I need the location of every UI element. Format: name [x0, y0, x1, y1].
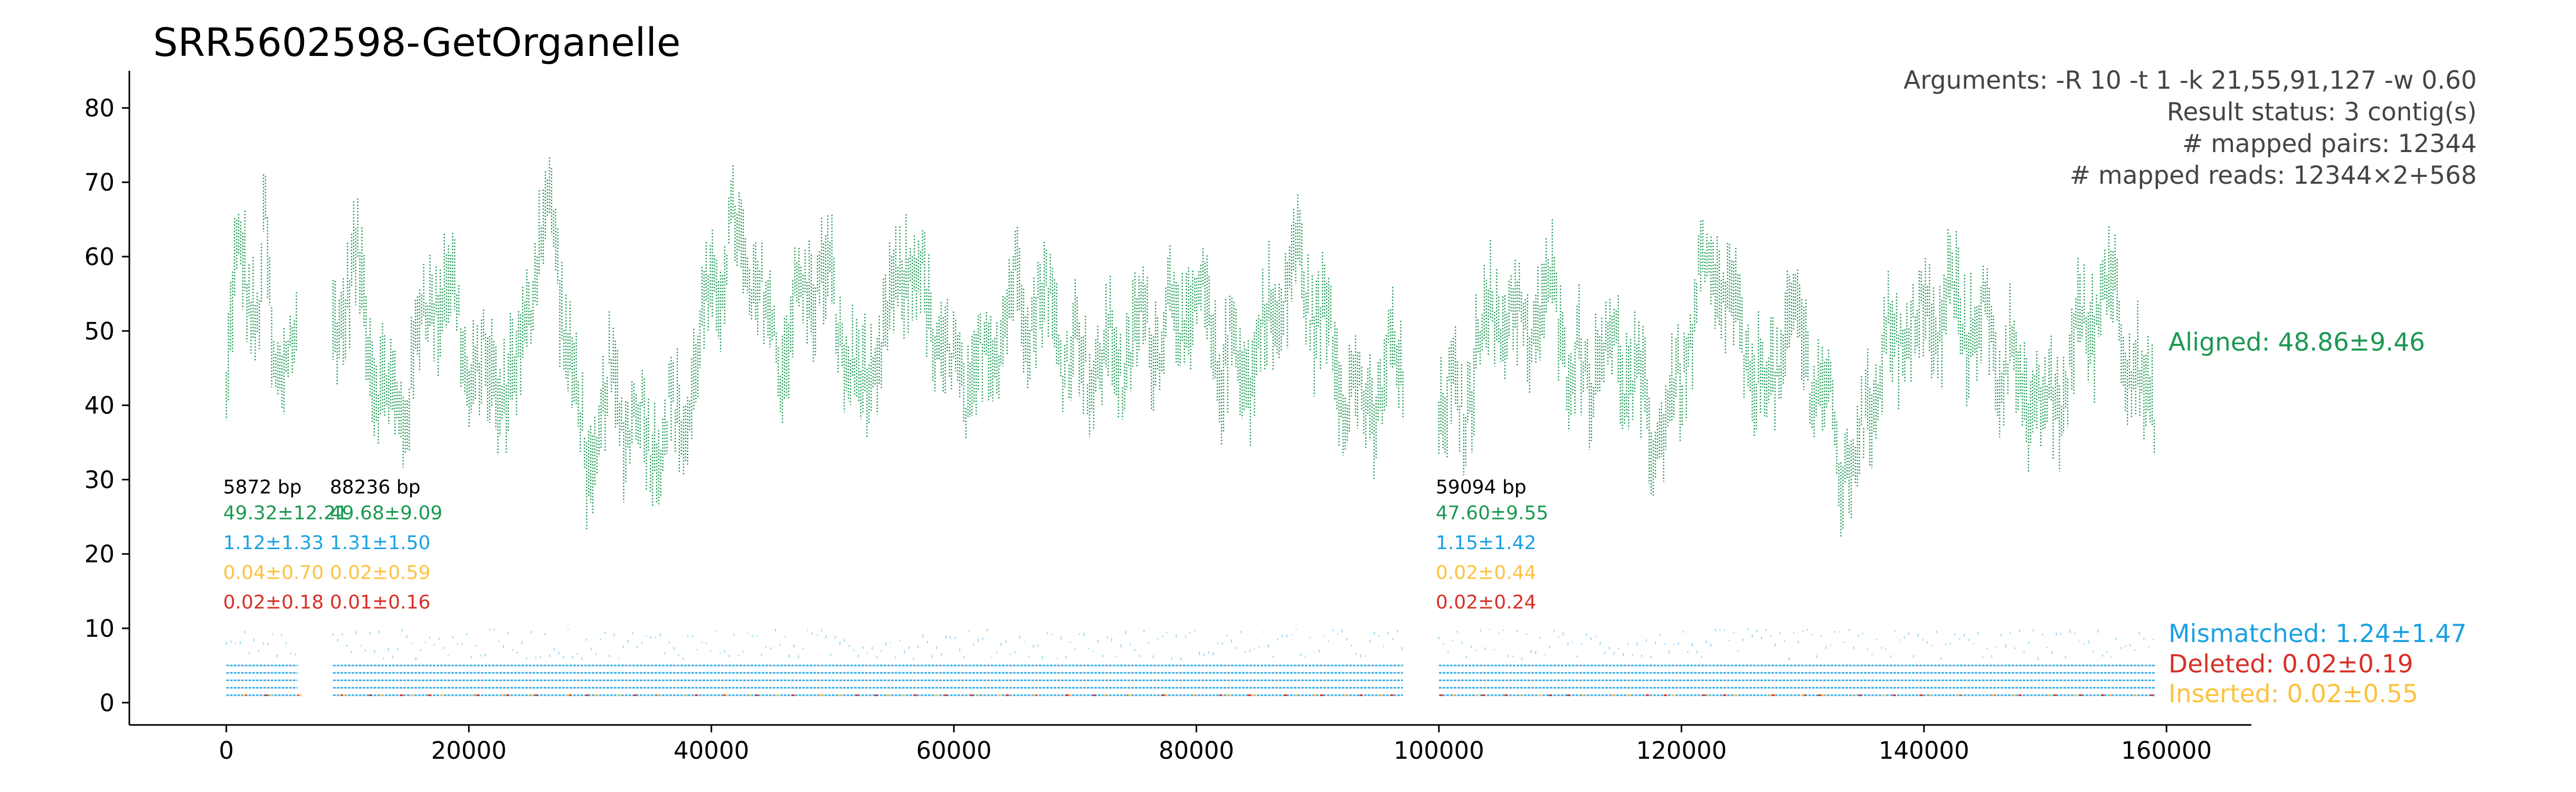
contig-aligned: 49.68±9.09 — [330, 503, 442, 524]
contig-mismatched: 1.15±1.42 — [1436, 532, 1536, 554]
info-arguments: Arguments: -R 10 -t 1 -k 21,55,91,127 -w… — [1903, 66, 2477, 95]
series-label-aligned: Aligned: 48.86±9.46 — [2168, 328, 2425, 357]
contig-length-label: 88236 bp — [330, 476, 421, 498]
plot-area — [225, 157, 2156, 696]
y-tick-label: 60 — [84, 243, 115, 271]
contig-length-label: 59094 bp — [1436, 476, 1527, 498]
series-label-deleted: Deleted: 0.02±0.19 — [2168, 650, 2413, 679]
y-tick-label: 80 — [84, 94, 115, 122]
contig-aligned: 47.60±9.55 — [1436, 503, 1548, 524]
y-tick-label: 70 — [84, 168, 115, 196]
contig-inserted: 0.04±0.70 — [223, 562, 324, 583]
contig-mismatched: 1.12±1.33 — [223, 532, 324, 554]
y-tick-label: 10 — [84, 615, 115, 643]
series-labels: Aligned: 48.86±9.46 Mismatched: 1.24±1.47… — [2168, 328, 2467, 709]
contig-inserted: 0.02±0.44 — [1436, 562, 1536, 583]
contig-length-label: 5872 bp — [223, 476, 302, 498]
info-result-status: Result status: 3 contig(s) — [2167, 98, 2477, 127]
contig-deleted: 0.02±0.18 — [223, 592, 324, 614]
info-mapped-reads: # mapped reads: 12344×2+568 — [2070, 161, 2477, 190]
mismatched-series-scatter — [225, 628, 2154, 661]
x-tick-label: 40000 — [674, 737, 749, 765]
contig-deleted: 0.02±0.24 — [1436, 592, 1536, 614]
x-tick-label: 140000 — [1879, 737, 1969, 765]
mismatched-series-levels — [226, 664, 2156, 696]
x-tick-label: 80000 — [1159, 737, 1234, 765]
x-tick-label: 120000 — [1636, 737, 1727, 765]
x-tick-label: 100000 — [1394, 737, 1484, 765]
aligned-series — [225, 157, 2155, 538]
y-tick-label: 30 — [84, 466, 115, 494]
x-tick-label: 60000 — [916, 737, 991, 765]
contig-aligned: 49.32±12.21 — [223, 503, 348, 524]
x-tick-label: 20000 — [431, 737, 507, 765]
x-tick-label: 160000 — [2121, 737, 2212, 765]
contig-mismatched: 1.31±1.50 — [330, 532, 430, 554]
y-tick-label: 50 — [84, 317, 115, 345]
info-annotation: Arguments: -R 10 -t 1 -k 21,55,91,127 -w… — [1903, 66, 2477, 190]
y-tick-label: 40 — [84, 392, 115, 420]
y-tick-label: 0 — [99, 689, 115, 717]
series-label-mismatched: Mismatched: 1.24±1.47 — [2168, 619, 2467, 648]
axis-ticks: 0 20000 40000 60000 80000 100000 120000 140000 1… — [84, 94, 2212, 765]
info-mapped-pairs: # mapped pairs: 12344 — [2182, 129, 2477, 158]
contig-deleted: 0.01±0.16 — [330, 592, 430, 614]
series-label-inserted: Inserted: 0.02±0.55 — [2168, 680, 2418, 709]
x-tick-label: 0 — [219, 737, 234, 765]
contig-inserted: 0.02±0.59 — [330, 562, 430, 583]
axes — [128, 71, 2251, 726]
contig-labels: 5872 bp 49.32±12.21 1.12±1.33 0.04±0.70 0.02… — [223, 476, 1549, 613]
chart-title: SRR5602598-GetOrganelle — [153, 20, 680, 65]
y-tick-label: 20 — [84, 540, 115, 568]
